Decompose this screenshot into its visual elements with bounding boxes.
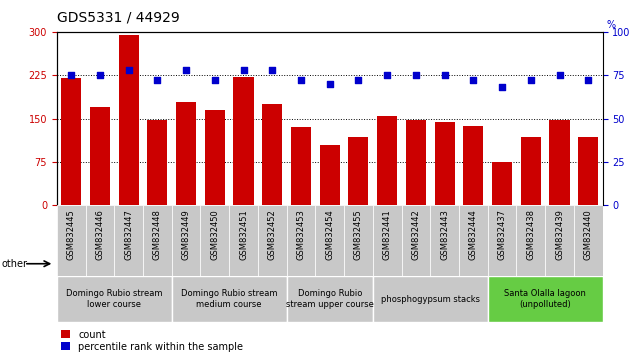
Bar (119, 35, 139, 205)
Bar (435, 122, 455, 205)
Bar (545, 205, 574, 276)
Text: Domingo Rubio
stream upper course: Domingo Rubio stream upper course (286, 290, 374, 309)
Text: GSM832443: GSM832443 (440, 209, 449, 260)
Point (583, 78, 593, 83)
Point (382, 73, 392, 78)
Point (324, 81, 334, 87)
Text: GSM832444: GSM832444 (469, 209, 478, 259)
Bar (430, 205, 459, 276)
Text: other: other (1, 259, 27, 269)
Text: Domingo Rubio stream
medium course: Domingo Rubio stream medium course (181, 290, 278, 309)
Point (555, 73, 565, 78)
Text: GSM832446: GSM832446 (95, 209, 104, 260)
Bar (488, 276, 603, 322)
Bar (172, 205, 201, 276)
Text: %: % (607, 21, 616, 30)
Point (152, 78, 162, 83)
Text: GSM832439: GSM832439 (555, 209, 564, 260)
Bar (233, 77, 254, 205)
Bar (373, 205, 401, 276)
Bar (316, 205, 344, 276)
Bar (578, 137, 598, 205)
Bar (320, 144, 339, 205)
Bar (377, 116, 397, 205)
Bar (57, 205, 86, 276)
Text: GSM832447: GSM832447 (124, 209, 133, 260)
Point (181, 67, 191, 73)
Bar (488, 205, 516, 276)
Point (526, 78, 536, 83)
Bar (258, 205, 286, 276)
Bar (291, 127, 311, 205)
Point (497, 85, 507, 90)
Bar (204, 110, 225, 205)
Text: GSM832441: GSM832441 (382, 209, 392, 259)
Bar (114, 205, 143, 276)
Bar (286, 205, 316, 276)
Bar (574, 205, 603, 276)
Text: GSM832450: GSM832450 (210, 209, 220, 259)
Bar (143, 205, 172, 276)
Point (209, 78, 220, 83)
Bar (344, 205, 373, 276)
Point (468, 78, 478, 83)
Bar (86, 205, 114, 276)
Text: GSM832455: GSM832455 (354, 209, 363, 259)
Bar (176, 102, 196, 205)
Bar (459, 205, 488, 276)
Text: GSM832440: GSM832440 (584, 209, 593, 259)
Bar (521, 137, 541, 205)
Point (66, 73, 76, 78)
Text: GSM832437: GSM832437 (498, 209, 507, 260)
Text: Domingo Rubio stream
lower course: Domingo Rubio stream lower course (66, 290, 163, 309)
Bar (401, 205, 430, 276)
Text: GSM832451: GSM832451 (239, 209, 248, 259)
Point (411, 73, 421, 78)
Point (124, 67, 134, 73)
Legend: count, percentile rank within the sample: count, percentile rank within the sample (57, 326, 247, 354)
Text: GSM832452: GSM832452 (268, 209, 277, 259)
Bar (373, 276, 488, 322)
Text: GSM832438: GSM832438 (526, 209, 535, 260)
Text: GSM832445: GSM832445 (67, 209, 76, 259)
Bar (147, 120, 167, 205)
Bar (492, 162, 512, 205)
Text: GSM832448: GSM832448 (153, 209, 162, 260)
Bar (516, 205, 545, 276)
Point (353, 78, 363, 83)
Bar (90, 107, 110, 205)
Bar (286, 276, 373, 322)
Text: GSM832454: GSM832454 (325, 209, 334, 259)
Bar (201, 205, 229, 276)
Text: GSM832449: GSM832449 (182, 209, 191, 259)
Bar (57, 276, 172, 322)
Bar (406, 120, 426, 205)
Bar (463, 126, 483, 205)
Text: GSM832453: GSM832453 (297, 209, 305, 260)
Text: Santa Olalla lagoon
(unpolluted): Santa Olalla lagoon (unpolluted) (504, 290, 586, 309)
Point (296, 78, 306, 83)
Bar (262, 104, 282, 205)
Point (267, 67, 277, 73)
Bar (348, 137, 369, 205)
Bar (550, 120, 570, 205)
Bar (172, 276, 286, 322)
Text: phosphogypsum stacks: phosphogypsum stacks (380, 295, 480, 304)
Text: GSM832442: GSM832442 (411, 209, 420, 259)
Bar (61, 78, 81, 205)
Point (239, 67, 249, 73)
Point (440, 73, 450, 78)
Text: GDS5331 / 44929: GDS5331 / 44929 (57, 11, 180, 25)
Bar (229, 205, 258, 276)
Point (95, 73, 105, 78)
